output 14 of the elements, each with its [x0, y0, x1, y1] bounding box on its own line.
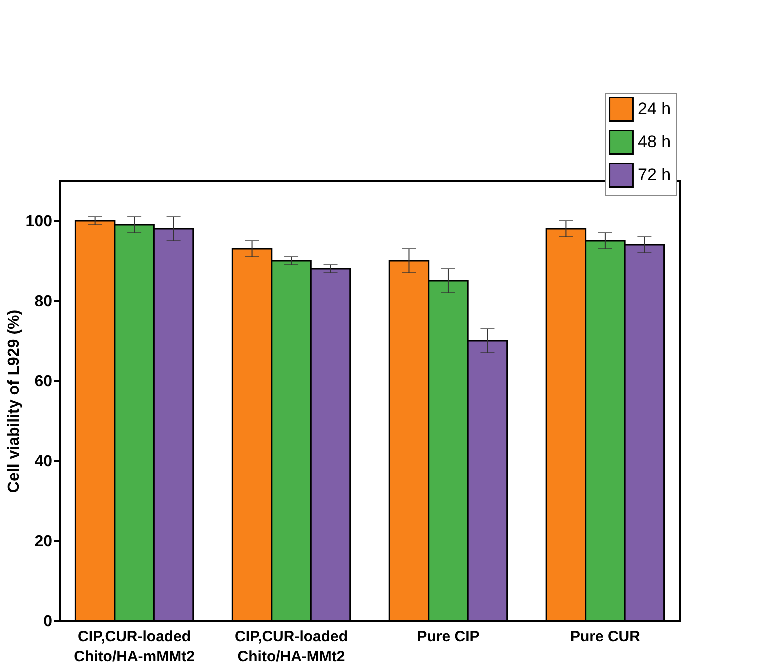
y-tick-label: 0	[44, 614, 53, 630]
x-tick-label: Pure CIP	[417, 628, 480, 646]
legend-label: 24 h	[638, 100, 672, 118]
x-tick-label: CIP,CUR-loaded Chito/HA-mMMt2	[74, 628, 195, 666]
x-tick-label: CIP,CUR-loaded Chito/HA-MMt2	[234, 628, 348, 666]
x-tick-label: Pure CUR	[570, 628, 641, 646]
y-tick-label: 60	[34, 374, 53, 390]
legend-label: 48 h	[638, 132, 672, 152]
y-tick-label: 100	[26, 214, 53, 230]
y-tick-label: 80	[34, 294, 53, 310]
y-tick-label: 20	[34, 534, 53, 550]
y-axis-title: Cell viability of L929 (%)	[6, 310, 23, 494]
legend-label: 72 h	[638, 166, 672, 184]
y-tick-label: 40	[34, 454, 53, 470]
